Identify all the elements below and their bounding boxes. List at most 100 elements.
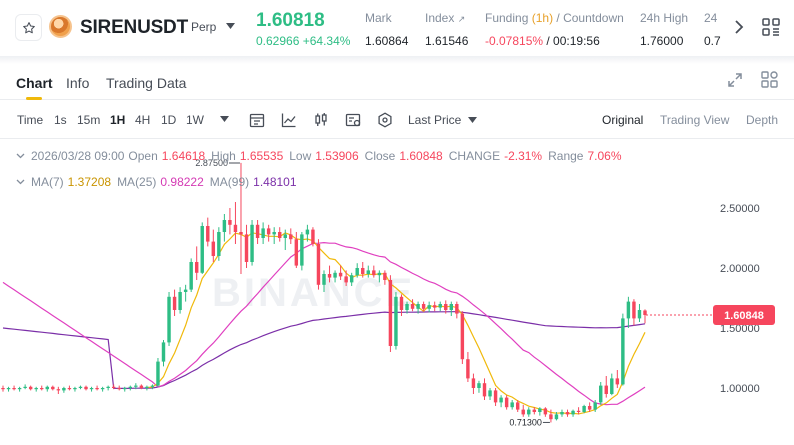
candle-body — [261, 228, 265, 238]
chart-tabs: Chart Info Trading Data — [0, 66, 794, 100]
price-type-select[interactable]: Last Price — [408, 113, 477, 127]
candle-body — [311, 229, 315, 244]
candle-body — [488, 390, 492, 397]
tab-chart[interactable]: Chart — [16, 75, 53, 91]
candlestick-chart[interactable]: BINANCE2.875000.713002.500002.000001.500… — [0, 140, 794, 445]
candle-body — [632, 301, 636, 319]
candle-body — [366, 270, 370, 274]
contract-type[interactable]: Perp — [191, 20, 217, 34]
candle-body — [139, 385, 144, 388]
external-link-icon: ↗ — [457, 14, 466, 24]
chevron-down-icon[interactable] — [16, 153, 25, 159]
candle-body — [560, 412, 564, 415]
candle-body — [349, 275, 354, 283]
price-change: 0.62966 +64.34% — [256, 34, 350, 48]
view-depth[interactable]: Depth — [746, 113, 779, 127]
candle-body — [266, 228, 271, 235]
candle-body — [123, 388, 127, 390]
candle-body — [73, 388, 77, 390]
candle-body — [643, 310, 647, 316]
candle-type-icon[interactable] — [313, 112, 329, 128]
mark-price-stat: Mark 1.60864 — [365, 11, 408, 48]
dropdown-icon[interactable] — [220, 116, 229, 122]
active-tab-indicator — [26, 97, 42, 100]
candle-body — [604, 385, 608, 394]
candle-body — [399, 296, 404, 310]
candle-body — [383, 272, 387, 280]
chevron-down-icon — [467, 117, 477, 123]
expand-icon[interactable] — [727, 72, 743, 88]
stat-value: 1.76000 — [640, 34, 684, 48]
last-price: 1.60818 — [256, 10, 325, 31]
hexagon-icon[interactable] — [377, 112, 393, 128]
stat-value: 1.61546 — [425, 34, 469, 48]
candle-body — [34, 388, 38, 390]
candle-body — [134, 385, 138, 387]
legend-open: 1.64618 — [161, 149, 206, 163]
view-original[interactable]: Original — [602, 113, 644, 127]
chevron-down-icon[interactable] — [16, 179, 25, 185]
candle-body — [233, 224, 238, 232]
chevron-right-icon[interactable] — [734, 19, 744, 35]
funding-stat: Funding (1h) / Countdown -0.07815% / 00:… — [485, 11, 624, 48]
candle-body — [527, 409, 531, 415]
chevron-down-icon[interactable] — [226, 23, 235, 29]
candle-body — [532, 409, 537, 412]
candle-body — [504, 397, 509, 408]
symbol-name[interactable]: SIRENUSDT — [80, 17, 188, 38]
line-chart-icon[interactable] — [281, 112, 297, 128]
candle-body — [372, 270, 376, 276]
tab-info[interactable]: Info — [66, 75, 90, 91]
candle-body — [538, 408, 542, 412]
index-price-stat[interactable]: Index ↗ 1.61546 — [425, 11, 468, 48]
candle-body — [322, 274, 326, 285]
candle-body — [62, 388, 66, 391]
legend-ma25: 0.98222 — [160, 175, 204, 189]
grid-menu-icon[interactable] — [762, 18, 780, 36]
star-icon — [22, 21, 35, 33]
candle-body — [161, 342, 166, 362]
legend-close: 1.60848 — [399, 149, 443, 163]
candle-body — [355, 268, 359, 276]
time-label: Time — [17, 113, 44, 127]
interval-4h[interactable]: 4H — [135, 113, 151, 127]
favorite-button[interactable] — [15, 14, 42, 41]
candle-body — [482, 383, 487, 397]
interval-1w[interactable]: 1W — [186, 113, 204, 127]
view-trading-view[interactable]: Trading View — [660, 113, 730, 127]
high-24h-stat: 24h High 1.76000 — [640, 11, 688, 48]
candle-body — [272, 232, 276, 235]
settings-icon[interactable] — [345, 112, 362, 128]
candle-body — [515, 402, 520, 410]
low-24h-stat: 24 0.7 — [704, 11, 728, 48]
candle-body — [222, 220, 227, 232]
layout-icon[interactable] — [761, 71, 778, 88]
candle-body — [194, 262, 199, 273]
candle-body — [255, 224, 260, 238]
candle-body — [89, 388, 94, 390]
candle-body — [128, 386, 133, 388]
candle-body — [239, 232, 243, 235]
chart-area[interactable]: BINANCE 2.87500 0.71300 2.50000 2.00000 1.500… — [0, 140, 794, 445]
candle-body — [477, 383, 481, 388]
candle-body — [394, 296, 398, 346]
legend-range: 7.06% — [587, 149, 622, 163]
tab-trading-data[interactable]: Trading Data — [106, 75, 187, 91]
legend-ma7: 1.37208 — [67, 175, 112, 189]
candle-body — [40, 388, 44, 390]
candle-body — [6, 388, 11, 390]
interval-1h[interactable]: 1H — [110, 113, 126, 127]
stat-label: 24h High — [640, 11, 689, 25]
candle-body — [460, 313, 465, 360]
current-price-label: 1.60848 — [724, 310, 764, 322]
interval-1s[interactable]: 1s — [54, 113, 67, 127]
stat-value: 0.7 — [704, 34, 721, 48]
candle-body — [571, 410, 575, 415]
header-divider — [0, 56, 794, 64]
indicator-icon[interactable] — [249, 112, 265, 128]
candle-body — [106, 386, 110, 388]
stat-value: -0.07815% / 00:19:56 — [485, 34, 600, 48]
interval-1d[interactable]: 1D — [161, 113, 177, 127]
candle-body — [621, 318, 625, 385]
interval-15m[interactable]: 15m — [77, 113, 101, 127]
